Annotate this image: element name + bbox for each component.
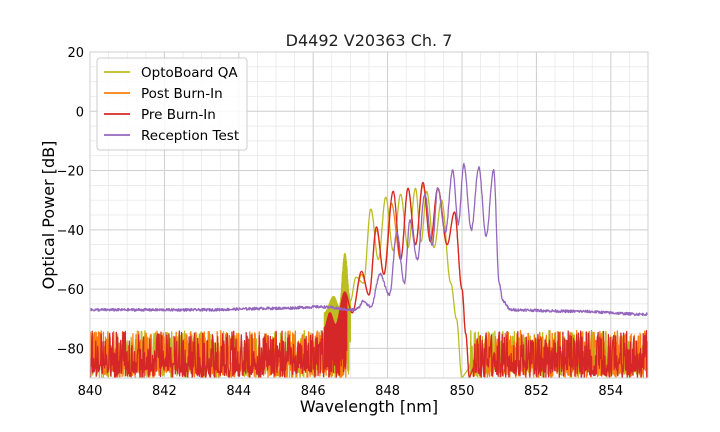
x-tick-label: 850 (450, 384, 475, 399)
legend-label: Reception Test (141, 128, 239, 144)
y-tick-label: 20 (67, 46, 84, 61)
y-axis-label: Optical Power [dB] (39, 141, 58, 290)
series-group (90, 162, 648, 378)
x-tick-label: 842 (152, 384, 177, 399)
legend-label: Post Burn-In (141, 86, 223, 102)
y-tick-label: 0 (76, 105, 84, 120)
x-tick-label: 846 (301, 384, 326, 399)
x-tick-label: 854 (598, 384, 623, 399)
x-tick-label: 852 (524, 384, 549, 399)
plot-frame (89, 51, 649, 379)
legend-box (96, 57, 248, 151)
series-line (90, 181, 648, 378)
y-tick-label: −20 (57, 165, 84, 180)
y-tick-label: −80 (57, 342, 84, 357)
x-axis-label: Wavelength [nm] (300, 397, 438, 416)
y-tick-label: −40 (57, 224, 84, 239)
legend: OptoBoard QA Post Burn-In Pre Burn-In Recep… (96, 57, 248, 151)
y-tick-label: −60 (57, 283, 84, 298)
series-line (90, 162, 648, 317)
chart-title: D4492 V20363 Ch. 7 (286, 31, 453, 50)
x-tick-label: 844 (226, 384, 251, 399)
x-tick-label: 840 (78, 384, 103, 399)
legend-label: OptoBoard QA (141, 65, 238, 81)
x-tick-label: 848 (375, 384, 400, 399)
legend-label: Pre Burn-In (141, 107, 216, 123)
